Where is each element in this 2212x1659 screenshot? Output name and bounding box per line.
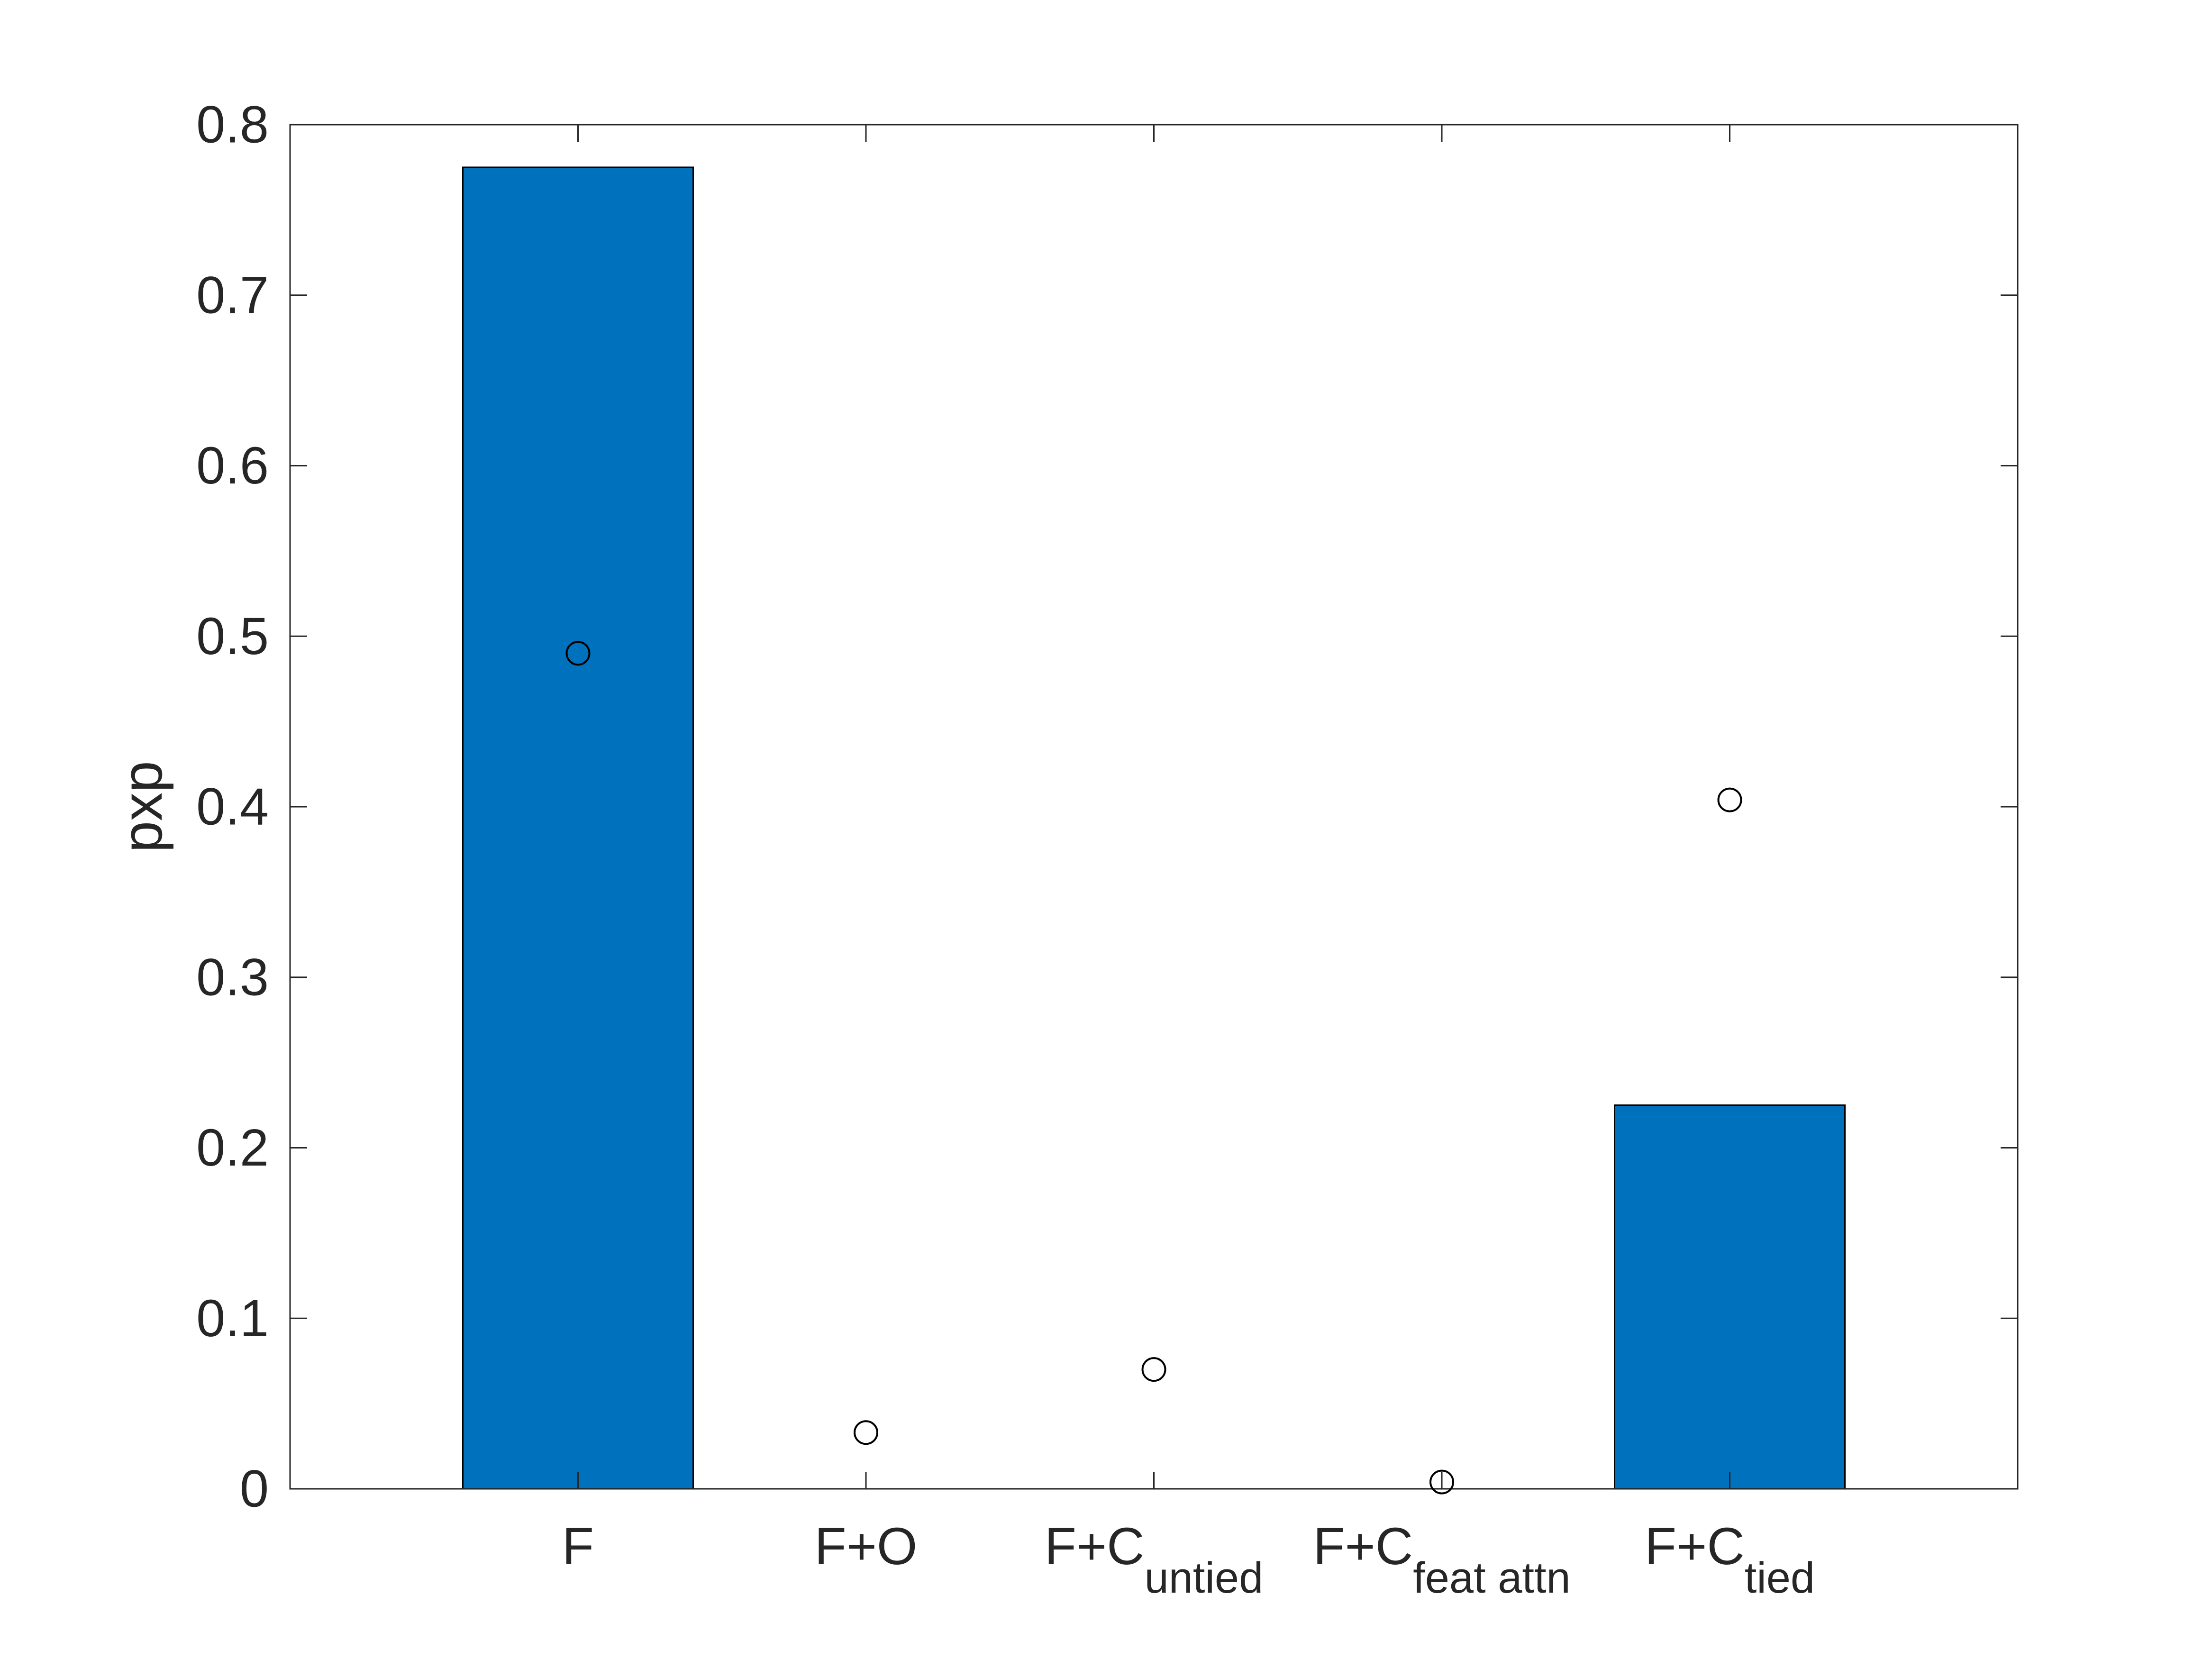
x-tick-label-subscript: untied bbox=[1145, 1554, 1264, 1602]
data-point-marker bbox=[1141, 1357, 1166, 1382]
data-point-marker bbox=[565, 641, 591, 666]
x-tick-label: F+O bbox=[815, 1517, 918, 1576]
y-tick-label: 0.5 bbox=[196, 607, 269, 665]
y-tick-label: 0.6 bbox=[196, 437, 269, 495]
y-tick-label: 0.7 bbox=[196, 266, 269, 324]
y-tick-label: 0.3 bbox=[196, 948, 269, 1006]
labels-layer: 00.10.20.30.40.50.60.70.8F F+O F+CuntiedF+… bbox=[196, 96, 1815, 1603]
x-tick-label-main: F+O bbox=[815, 1517, 918, 1576]
y-axis-label: pxp bbox=[110, 761, 174, 852]
data-point-marker bbox=[854, 1420, 878, 1445]
x-tick-label-subscript: tied bbox=[1745, 1554, 1815, 1602]
ticks-layer bbox=[290, 124, 2018, 1490]
y-tick-label: 0.1 bbox=[196, 1289, 269, 1348]
data-point-marker bbox=[1429, 1469, 1454, 1495]
x-tick-label-main: F bbox=[562, 1517, 594, 1576]
y-tick-label: 0.4 bbox=[196, 778, 269, 836]
x-tick-label-main: F+C bbox=[1313, 1517, 1413, 1576]
bars-layer bbox=[462, 166, 1846, 1490]
y-tick-label: 0.2 bbox=[196, 1119, 269, 1177]
x-tick-label-subscript: feat attn bbox=[1413, 1554, 1570, 1602]
y-tick-label: 0.8 bbox=[196, 96, 269, 154]
x-tick-label-main: F+C bbox=[1645, 1517, 1745, 1576]
x-tick-label: F+Cfeat attn bbox=[1313, 1517, 1570, 1602]
y-tick-label: 0 bbox=[240, 1460, 269, 1518]
x-tick-label: F+Cuntied bbox=[1045, 1517, 1264, 1602]
plot-area-box bbox=[289, 124, 2019, 1490]
bar bbox=[462, 166, 694, 1490]
markers-layer bbox=[565, 641, 1742, 1495]
x-tick-label-main: F+C bbox=[1045, 1517, 1145, 1576]
x-tick-label: F bbox=[562, 1517, 594, 1576]
bar bbox=[1614, 1104, 1846, 1490]
data-point-marker bbox=[1717, 787, 1742, 812]
x-tick-label: F+Ctied bbox=[1645, 1517, 1815, 1602]
